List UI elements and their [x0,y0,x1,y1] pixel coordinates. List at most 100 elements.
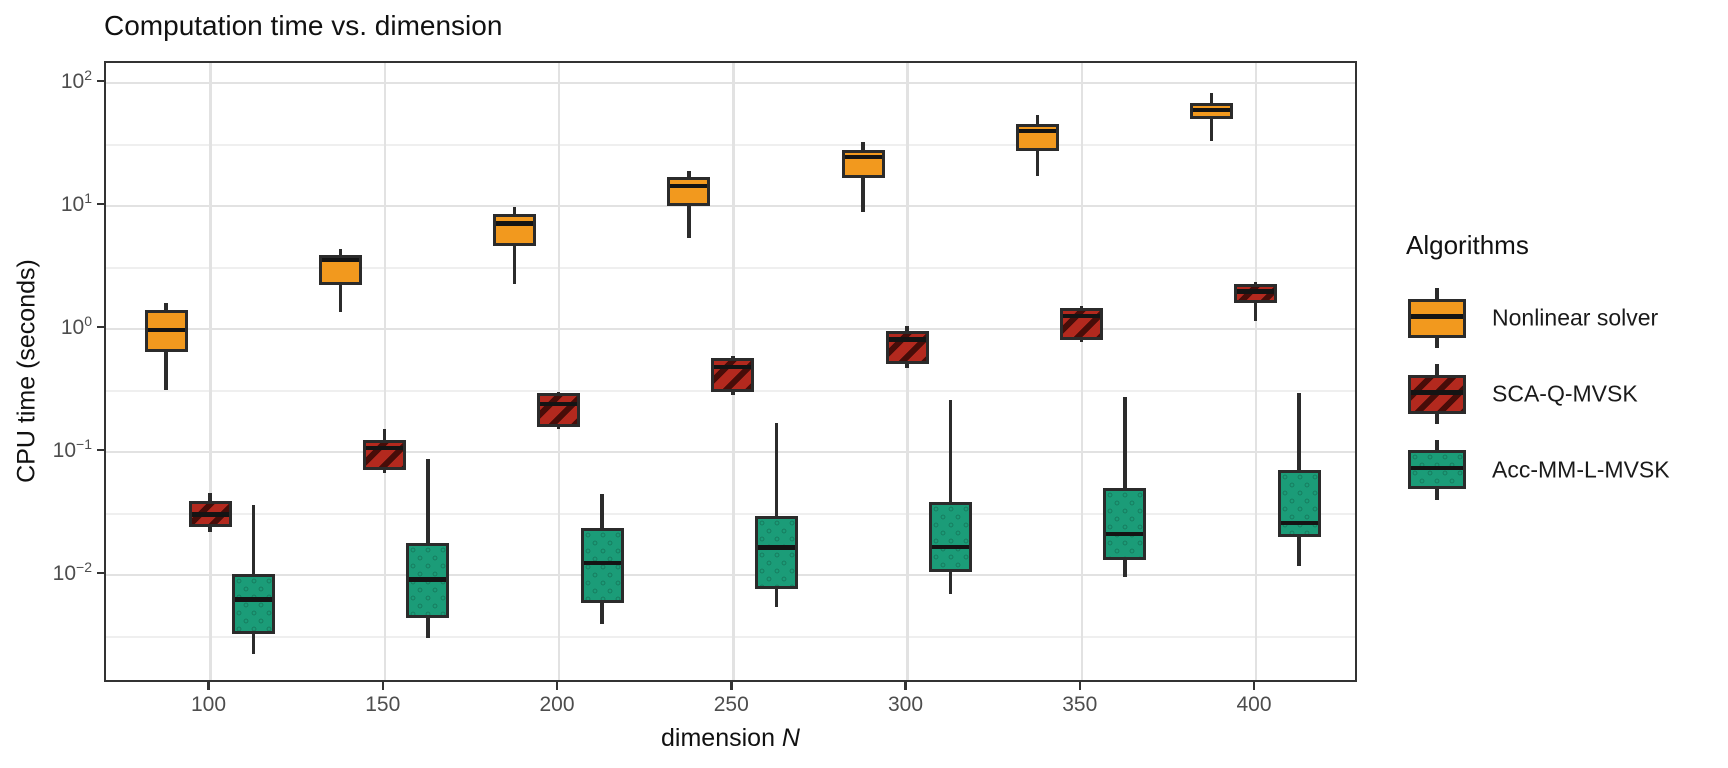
boxplot-median [670,183,708,189]
y-tick-label: 10−1 [52,436,92,462]
boxplot-box [1059,308,1103,341]
gridline-major-x [906,63,909,680]
boxplot-median [1193,107,1230,113]
gridline-minor-y [106,266,1355,269]
boxplot-median [235,597,272,602]
x-tick-label: 250 [713,693,749,716]
boxplot-median [365,445,403,451]
boxplot-box [537,393,580,427]
y-tick-label: 100 [60,313,92,339]
gridline-major-y [106,573,1355,577]
boxplot-box [929,501,972,573]
boxplot-box [667,177,711,206]
boxplot-median [714,364,752,370]
gridline-major-y [106,81,1355,85]
boxplot-median [757,545,795,550]
boxplot-box [841,149,885,178]
y-tick-mark [96,79,104,83]
x-tick-mark [207,682,210,690]
x-axis-label: dimension N [104,724,1357,753]
boxplot-median [1018,128,1056,134]
legend-title: Algorithms [1406,230,1529,260]
boxplot-box [1103,487,1147,560]
boxplot-whisker [774,423,778,607]
y-tick-mark [96,325,104,329]
x-tick-label: 300 [887,693,924,716]
legend-label: Nonlinear solver [1492,304,1659,331]
gridline-minor-y [106,512,1355,515]
x-tick-mark [1252,682,1256,690]
legend-label: Acc-MM-L-MVSK [1492,456,1670,482]
legend-whisker [1435,288,1439,300]
boxplot-box [885,330,929,364]
boxplot-median [932,544,969,550]
gridline-major-x [1254,63,1258,680]
gridline-major-x [1080,63,1083,680]
boxplot-box [362,440,406,470]
x-tick-mark [381,682,384,690]
legend-whisker [1435,412,1439,424]
gridline-major-y [106,204,1355,208]
boxplot-median [1280,520,1318,526]
gridline-major-x [383,63,386,680]
y-tick-label: 101 [60,190,92,216]
gridline-minor-y [106,635,1355,638]
plot-panel [104,61,1357,682]
x-tick-label: 200 [539,693,575,716]
boxplot-median [583,560,621,566]
x-axis-label-variable: N [781,724,800,752]
boxplot-median [321,257,359,263]
boxplot-median [540,401,577,407]
legend-key-boxplot [1408,362,1466,426]
legend-key-median [1411,314,1463,319]
y-tick-mark [96,448,104,452]
boxplot-box [232,574,275,635]
x-tick-label: 150 [365,693,401,716]
boxplot-median [1106,531,1144,537]
boxplot-box [711,358,755,392]
y-tick-mark [96,202,104,206]
boxplot-median [147,327,185,333]
legend-key-boxplot [1408,286,1466,350]
legend-whisker [1435,336,1439,348]
x-axis-label-text: dimension [661,724,782,752]
x-tick-label: 400 [1236,693,1272,716]
boxplot-box [1277,470,1321,538]
boxplot-median [409,577,447,582]
gridline-major-x [209,63,212,680]
gridline-major-y [106,450,1355,454]
y-tick-mark [96,571,104,575]
y-tick-label: 102 [60,67,92,93]
boxplot-median [1237,289,1274,294]
boxplot-box [754,516,798,589]
y-tick-label: 10−2 [52,559,92,585]
gridline-minor-y [106,143,1355,146]
gridline-major-x [557,63,561,680]
legend-key-boxplot [1408,438,1466,502]
legend-whisker [1435,439,1439,452]
boxplot-box [493,213,536,246]
gridline-major-y [106,327,1355,331]
legend-whisker [1435,364,1439,376]
chart-title: Computation time vs. dimension [104,10,503,41]
x-tick-label: 350 [1062,693,1098,716]
legend-key-median [1411,390,1463,395]
x-tick-label: 100 [190,693,227,716]
y-axis-label: CPU time (seconds) [12,259,41,483]
boxplot-whisker [948,399,953,595]
boxplot-whisker [1123,396,1127,578]
boxplot-median [888,337,926,342]
x-tick-mark [904,682,907,690]
x-tick-mark [555,682,559,690]
boxplot-median [1062,313,1100,319]
x-tick-mark [730,682,733,690]
boxplot-median [496,221,533,226]
boxplot-median [844,154,882,160]
legend-whisker [1435,487,1439,500]
legend-label: SCA-Q-MVSK [1492,380,1638,407]
boxplot-median [191,512,229,517]
boxplot-box [580,528,624,604]
legend-key-median [1411,465,1463,470]
x-tick-mark [1078,682,1081,690]
